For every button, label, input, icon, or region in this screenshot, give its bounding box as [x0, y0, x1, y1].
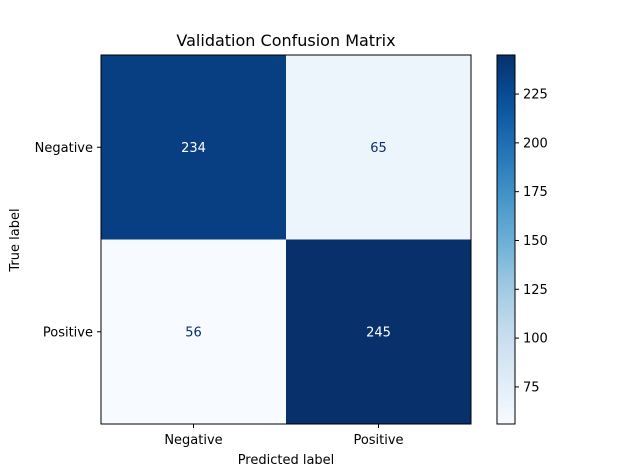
heatmap-cell: [101, 239, 286, 424]
colorbar-tick-label: 75: [523, 380, 540, 395]
cell-value-label: 56: [185, 325, 202, 340]
x-axis-label: Predicted label: [238, 453, 335, 468]
chart-title: Validation Confusion Matrix: [176, 31, 395, 50]
y-tick-label: Negative: [35, 141, 93, 156]
colorbar-tick-label: 175: [523, 185, 548, 200]
y-axis: Negative Positive: [35, 141, 101, 340]
plot-frame: [100, 54, 472, 425]
y-tick-label: Positive: [43, 325, 93, 340]
x-tick-label: Negative: [164, 433, 222, 448]
colorbar-tick-label: 225: [523, 88, 548, 103]
colorbar-tick-label: 100: [523, 332, 548, 347]
x-axis: Negative Positive: [164, 424, 404, 448]
colorbar-tick-label: 200: [523, 136, 548, 151]
heatmap-cell: [101, 55, 286, 240]
cell-value-label: 65: [370, 141, 387, 156]
colorbar-tick-label: 125: [523, 283, 548, 298]
colorbar-tick-label: 150: [523, 234, 548, 249]
heatmap-cell: [286, 239, 471, 424]
colorbar-ticks: 75 100 125 150 175 200 225: [515, 88, 548, 395]
cell-value-label: 245: [366, 325, 391, 340]
heatmap-cells: 234 65 56 245: [101, 55, 471, 424]
y-axis-label: True label: [8, 208, 23, 272]
colorbar: [496, 54, 516, 425]
x-tick-label: Positive: [353, 433, 403, 448]
cell-value-label: 234: [181, 141, 206, 156]
heatmap-cell: [286, 55, 471, 240]
